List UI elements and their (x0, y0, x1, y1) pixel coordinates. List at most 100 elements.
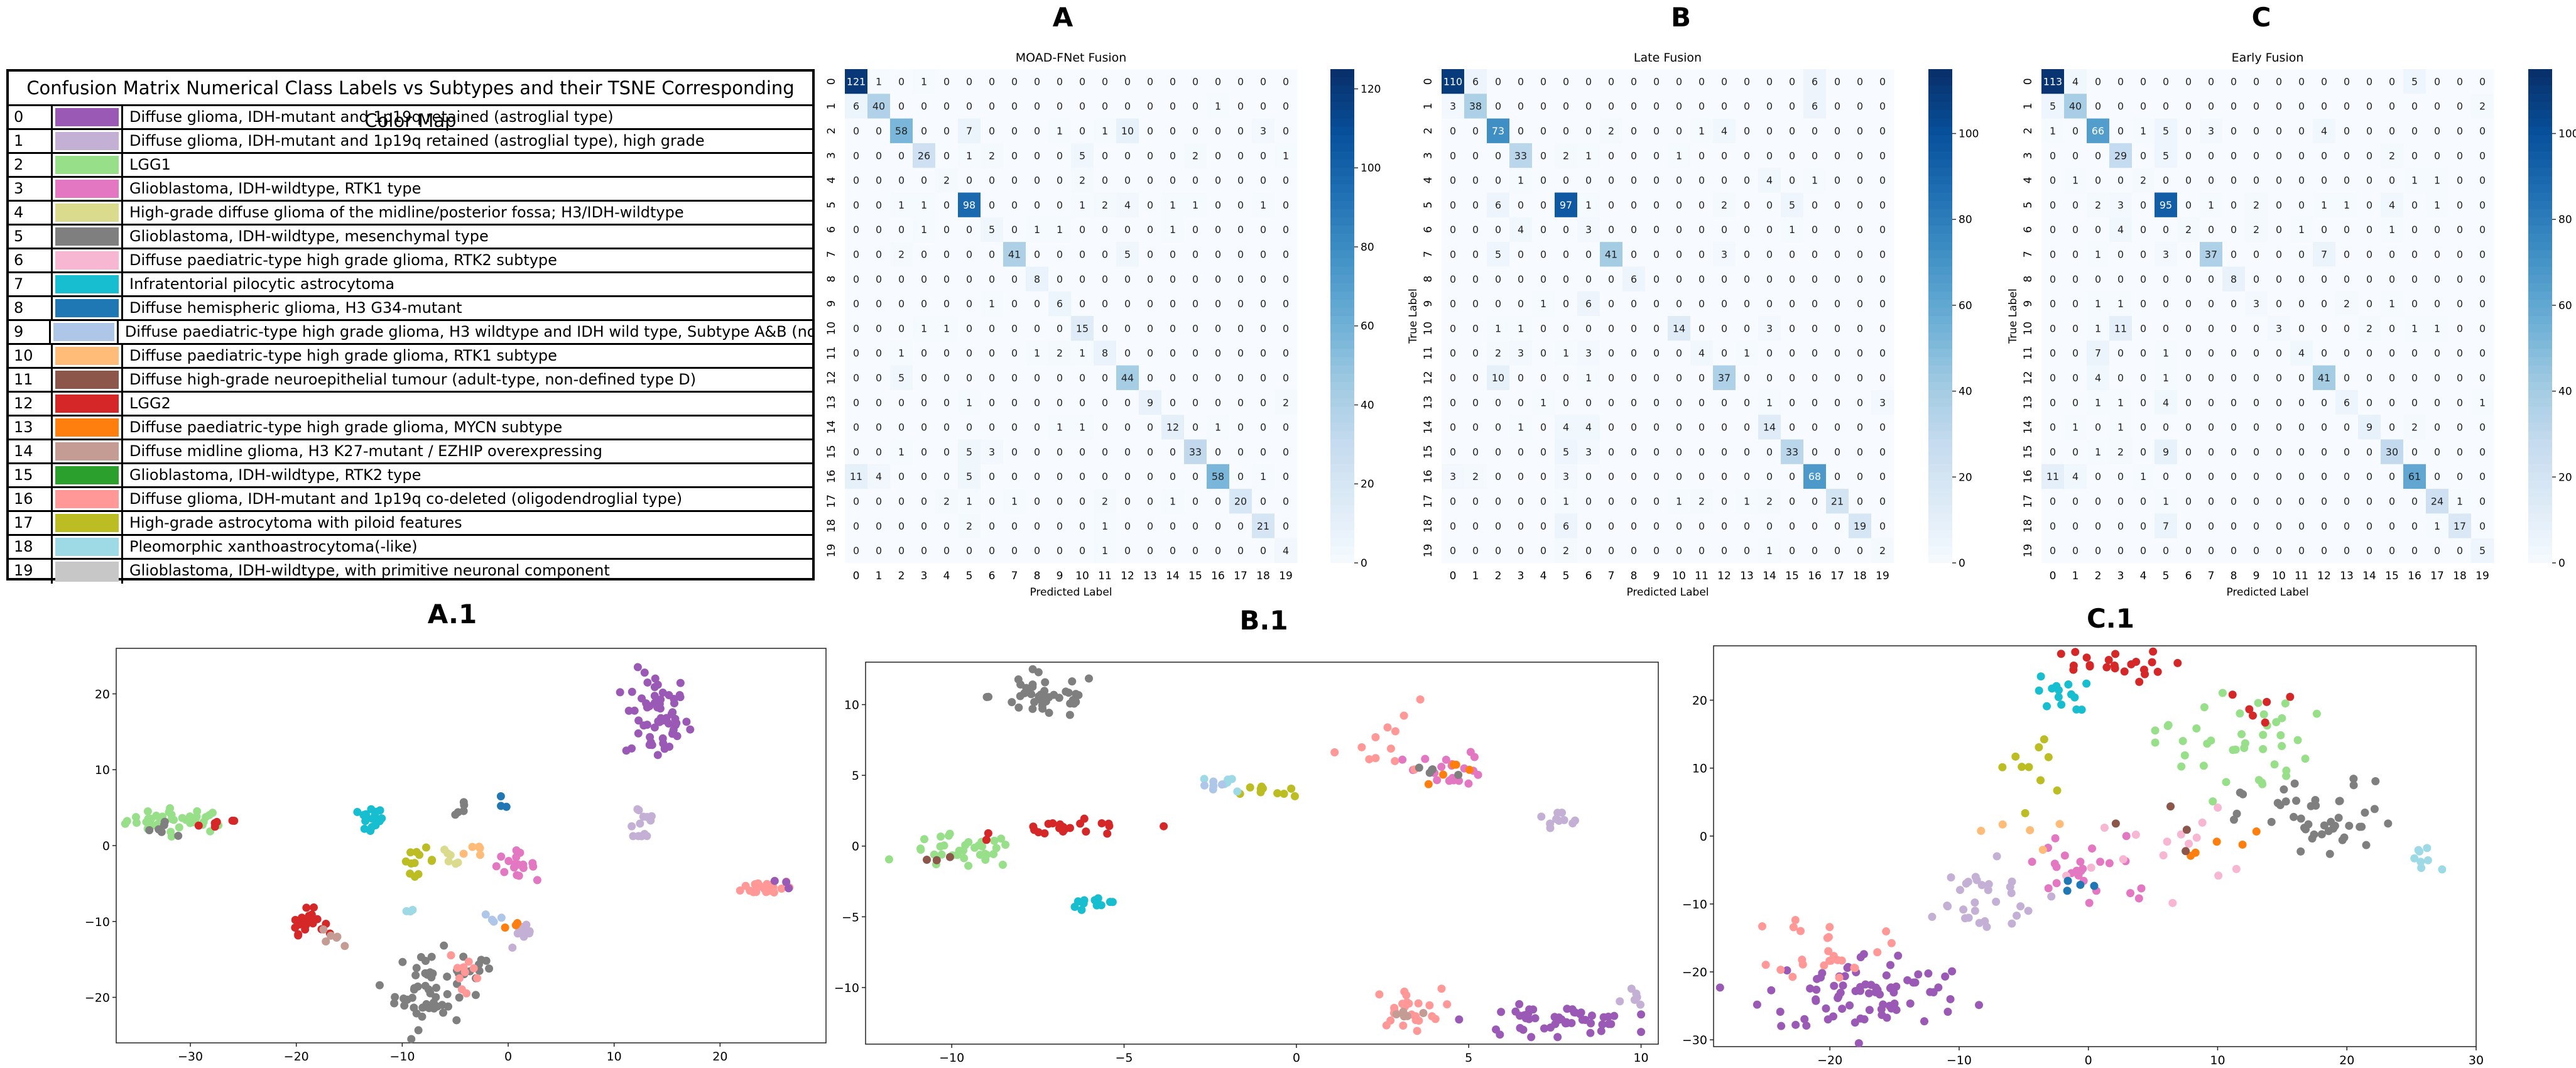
heatmap-cell (1139, 439, 1162, 465)
heatmap-y-tick: 5 (825, 202, 838, 209)
scatter-point-class-16 (1796, 927, 1805, 935)
heatmap-cell-value: 9 (2163, 446, 2169, 458)
heatmap-cell-value: 0 (2366, 471, 2372, 482)
scatter-point-class-9 (1200, 781, 1209, 790)
heatmap-cell-value: 0 (1215, 248, 1221, 260)
colorbar-step (1330, 406, 1354, 415)
heatmap-cell-value: 0 (1698, 175, 1705, 187)
heatmap-cell-value: 0 (2321, 422, 2327, 433)
scatter-point-class-1 (2008, 919, 2016, 928)
heatmap-cell-value: 1 (1676, 495, 1682, 507)
heatmap-cell-value: 0 (989, 322, 995, 334)
scatter-point-class-0 (643, 703, 651, 712)
scatter-point-class-16 (1443, 1000, 1452, 1009)
heatmap-cell-value: 0 (1102, 422, 1108, 433)
heatmap-cell-value: 0 (943, 520, 950, 532)
scatter-point-class-17 (428, 856, 437, 864)
heatmap-cell (1803, 143, 1827, 168)
heatmap-cell-value: 0 (2298, 322, 2305, 334)
colorbar-step (2528, 365, 2552, 374)
heatmap-cell (1600, 94, 1623, 119)
heatmap-cell (1509, 415, 1533, 440)
heatmap-cell (935, 266, 959, 292)
legend-class-id: 11 (9, 369, 53, 391)
heatmap-cell (958, 415, 981, 440)
heatmap-cell-value: 0 (1879, 298, 1886, 310)
legend-row: 4 High-grade diffuse glioma of the midlin… (9, 202, 812, 226)
heatmap-cell (1274, 217, 1298, 242)
heatmap-cell-value: 1 (2411, 175, 2418, 187)
heatmap-cell (1849, 94, 1872, 119)
heatmap-cell-value: 0 (1034, 422, 1040, 433)
heatmap-cell-value: 0 (1192, 545, 1198, 557)
scatter-point-class-0 (648, 741, 656, 749)
scatter-point-class-0 (1924, 969, 1933, 978)
scatter-point-class-11 (945, 853, 954, 861)
scatter-point-class-3 (533, 876, 541, 885)
scatter-point-class-1 (1992, 897, 2001, 906)
heatmap-cell-value: 0 (898, 298, 905, 310)
heatmap-cell-value: 0 (1260, 150, 1266, 161)
heatmap-cell (1690, 316, 1714, 341)
legend-row: 6 Diffuse paediatric-type high grade glio… (9, 249, 812, 273)
heatmap-cell-value: 0 (2095, 175, 2101, 187)
scatter-point-class-2 (2293, 736, 2302, 744)
heatmap-cell (1487, 192, 1510, 218)
colorbar-step (1928, 365, 1952, 374)
heatmap-cell-value: 1 (1563, 495, 1569, 507)
heatmap-cell-value: 0 (1766, 471, 1773, 482)
heatmap-cell-value: 0 (1857, 150, 1863, 161)
heatmap-cell (1736, 143, 1759, 168)
colorbar-step (1928, 266, 1952, 275)
heatmap-cell (1207, 439, 1230, 465)
heatmap-cell-value: 0 (1744, 471, 1750, 482)
heatmap-x-tick: 18 (1853, 570, 1867, 582)
heatmap-cell-value: 0 (1608, 471, 1614, 482)
heatmap-cell (1048, 415, 1072, 440)
heatmap-cell-value: 0 (1812, 322, 1818, 334)
heatmap-cell-value: 0 (943, 248, 950, 260)
scatter-point-class-2 (936, 842, 945, 851)
scatter-point-class-5 (1014, 675, 1023, 684)
heatmap-cell (1577, 94, 1600, 119)
scatter-x-tick-label: 20 (712, 1050, 727, 1064)
heatmap-cell (1622, 439, 1646, 465)
scatter-x-tick-label: −10 (389, 1050, 415, 1064)
heatmap-cell (1713, 69, 1736, 94)
heatmap-cell (1555, 94, 1578, 119)
heatmap-cell-value: 0 (2050, 224, 2056, 236)
scatter-point-class-12 (2263, 697, 2271, 706)
heatmap-cell-value: 0 (853, 322, 859, 334)
heatmap-cell-value: 0 (2163, 273, 2169, 285)
heatmap-x-tick: 1 (876, 570, 883, 582)
colorbar-tick-label: 100 (1361, 162, 1381, 175)
heatmap-cell-value: 1 (1766, 545, 1773, 557)
heatmap-cell (1849, 118, 1872, 144)
heatmap-cell-value: 0 (943, 150, 950, 161)
heatmap-cell-value: 0 (1283, 75, 1289, 87)
heatmap-cell-value: 0 (2457, 199, 2463, 211)
scatter-point-class-16 (1791, 916, 1800, 925)
heatmap-cell (1532, 415, 1555, 440)
heatmap-cell-value: 0 (2231, 471, 2237, 482)
colorbar-step (2528, 489, 2552, 498)
heatmap-cell-value: 0 (2457, 396, 2463, 408)
heatmap-cell-value: 0 (1079, 471, 1085, 482)
heatmap-cell-value: 0 (1215, 545, 1221, 557)
heatmap-cell-value: 0 (943, 422, 950, 433)
heatmap-cell-value: 0 (2457, 101, 2463, 112)
heatmap-cell-value: 0 (2344, 175, 2350, 187)
heatmap-cell-value: 1 (1215, 101, 1221, 112)
heatmap-cell-value: 0 (2457, 446, 2463, 458)
heatmap-x-tick: 19 (2475, 570, 2489, 582)
heatmap-cell-value: 0 (1079, 75, 1085, 87)
heatmap-cell (845, 489, 868, 514)
scatter-point-class-18 (2416, 858, 2425, 866)
scatter-point-class-12 (2261, 718, 2269, 727)
scatter-point-class-13 (1438, 770, 1447, 779)
colorbar-step (2528, 307, 2552, 317)
heatmap-cell-value: 0 (1834, 248, 1840, 260)
heatmap-cell-value: 1 (921, 322, 927, 334)
heatmap-cell-value: 0 (1124, 273, 1131, 285)
heatmap-cell-value: 0 (1237, 545, 1244, 557)
